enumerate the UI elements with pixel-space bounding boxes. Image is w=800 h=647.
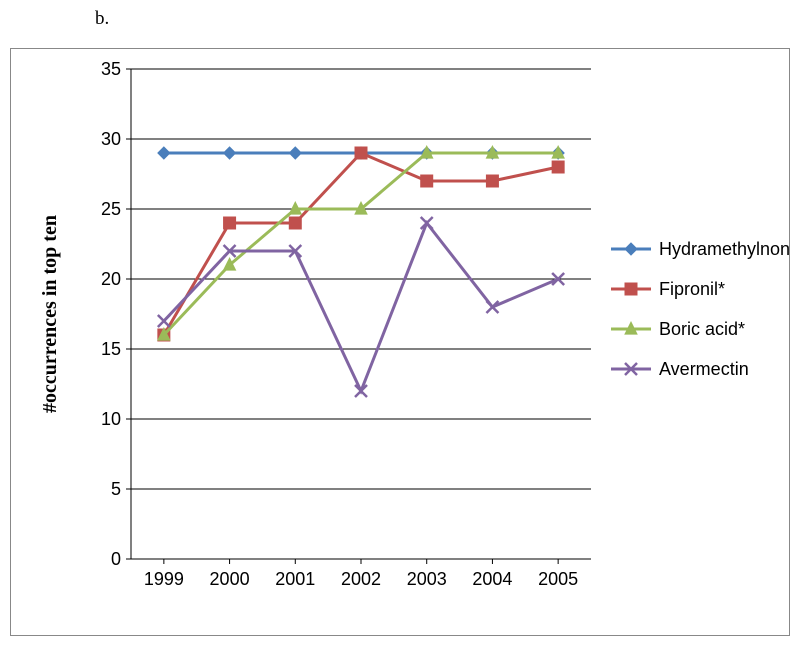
legend-label: Boric acid* [659,319,745,339]
legend-label: Avermectin [659,359,749,379]
chart-svg: 0 5 10 15 20 25 30 35 1999 2000 2001 2002 2003 2004 20… [11,49,789,635]
series-line [164,223,558,391]
y-tick-label: 15 [101,339,121,359]
marker-square [224,217,236,229]
marker-square [289,217,301,229]
y-tick-label: 10 [101,409,121,429]
legend-label: Hydramethylnon [659,239,789,259]
x-tick-label: 1999 [144,569,184,589]
marker-square [625,283,637,295]
y-tick-label: 30 [101,129,121,149]
y-axis-title: #occurrences in top ten [39,215,61,413]
y-tick-label: 25 [101,199,121,219]
marker-square [552,161,564,173]
marker-square [486,175,498,187]
marker-diamond [224,147,236,159]
x-tick-label: 2001 [275,569,315,589]
marker-diamond [158,147,170,159]
x-tick-label: 2004 [472,569,512,589]
legend-label: Fipronil* [659,279,725,299]
page: b. 0 5 10 15 20 25 30 35 1999 2000 2001 2002 2003 200… [0,0,800,647]
subfigure-label: b. [95,8,109,30]
marker-square [421,175,433,187]
y-tick-label: 35 [101,59,121,79]
y-tick-label: 0 [111,549,121,569]
y-tick-label: 20 [101,269,121,289]
chart-container: 0 5 10 15 20 25 30 35 1999 2000 2001 2002 2003 2004 20… [10,48,790,636]
x-tick-label: 2002 [341,569,381,589]
x-tick-label: 2005 [538,569,578,589]
marker-square [355,147,367,159]
series-line [164,153,558,335]
x-tick-label: 2000 [210,569,250,589]
y-tick-label: 5 [111,479,121,499]
marker-diamond [289,147,301,159]
x-tick-label: 2003 [407,569,447,589]
marker-diamond [625,243,637,255]
